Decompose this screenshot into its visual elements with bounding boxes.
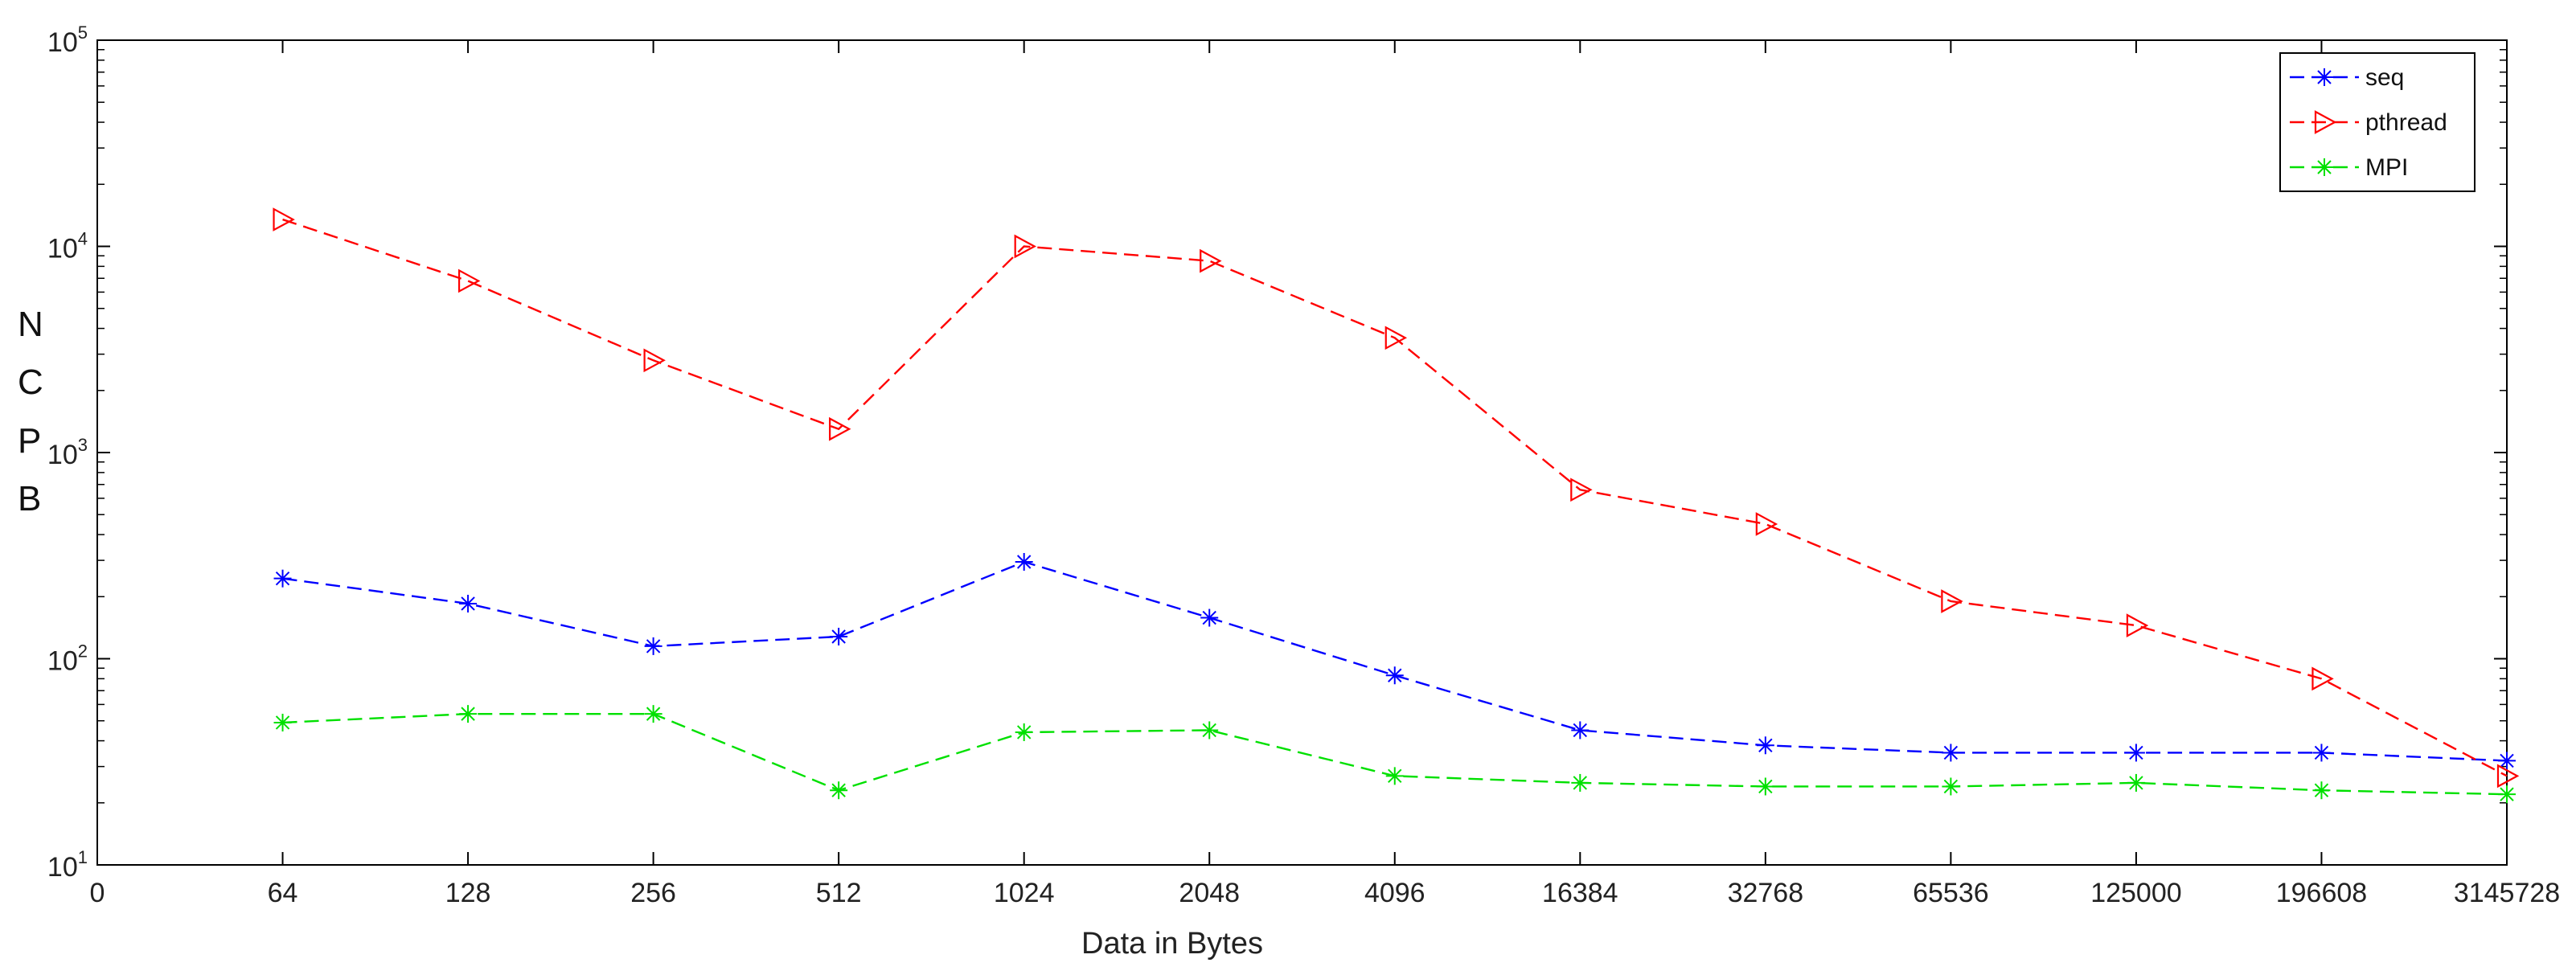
data-point-seq <box>2498 752 2516 770</box>
legend-label-MPI: MPI <box>2365 154 2408 181</box>
data-point-pthread <box>2496 764 2520 789</box>
series-seq <box>273 552 2516 770</box>
data-point-pthread <box>457 268 481 293</box>
y-axis-title-letter: N <box>18 305 43 344</box>
legend: seq pthread MPI <box>2279 52 2476 192</box>
plot-area <box>96 39 2508 866</box>
legend-label-seq: seq <box>2365 64 2404 91</box>
data-point-pthread <box>829 416 851 441</box>
data-point-pthread <box>643 348 666 373</box>
series-pthread <box>273 207 2520 789</box>
series-layer <box>273 207 2520 804</box>
y-tick-base: 10 <box>47 852 78 883</box>
data-point-pthread <box>2126 613 2149 637</box>
data-point-MPI <box>2312 781 2331 800</box>
y-tick-exponent: 4 <box>78 229 88 249</box>
data-point-MPI <box>1015 723 1033 741</box>
data-point-pthread <box>1941 589 1963 613</box>
y-tick-exponent: 3 <box>78 435 88 455</box>
series-line-pthread <box>282 218 2508 777</box>
data-point-MPI <box>1385 767 1404 785</box>
x-tick-label: 2048 <box>1179 878 1240 908</box>
data-point-MPI <box>830 781 848 800</box>
data-point-seq <box>459 594 478 613</box>
x-tick-label: 64 <box>268 878 298 908</box>
data-point-seq <box>2127 744 2145 762</box>
y-tick-exponent: 1 <box>78 847 88 867</box>
legend-item-seq: seq <box>2290 64 2404 91</box>
y-tick-exponent: 2 <box>78 641 88 662</box>
x-tick-label: 256 <box>630 878 676 908</box>
y-axis-title-letter: B <box>18 479 41 518</box>
data-point-seq <box>1385 666 1404 685</box>
x-tick-label: 128 <box>445 878 491 908</box>
x-tick-label: 32768 <box>1728 878 1804 908</box>
legend-label-pthread: pthread <box>2365 109 2447 136</box>
data-point-seq <box>830 628 848 646</box>
data-point-seq <box>1015 552 1033 571</box>
y-tick-exponent: 5 <box>78 23 88 43</box>
y-tick-label: 101 <box>47 847 88 883</box>
data-point-seq <box>273 569 292 588</box>
data-point-MPI <box>459 705 478 723</box>
x-tick-label: 125000 <box>2090 878 2181 908</box>
data-point-pthread <box>2311 666 2334 691</box>
y-tick-label: 102 <box>47 641 88 677</box>
data-point-pthread <box>1570 477 1593 502</box>
y-tick-label: 105 <box>47 23 88 58</box>
y-axis-title-letter: P <box>18 421 41 461</box>
x-tick-label: 0 <box>90 878 105 908</box>
y-tick-base: 10 <box>47 440 78 470</box>
data-point-pthread <box>273 207 295 231</box>
legend-item-MPI: MPI <box>2290 154 2408 181</box>
data-point-pthread <box>1384 326 1408 350</box>
data-point-seq <box>1200 608 1219 627</box>
x-axis-title: Data in Bytes <box>1081 927 1263 961</box>
data-point-MPI <box>644 705 662 723</box>
data-point-MPI <box>1942 777 1960 796</box>
x-tick-label: 512 <box>816 878 862 908</box>
data-point-MPI <box>2498 785 2516 804</box>
data-point-pthread <box>1755 512 1778 536</box>
data-point-seq <box>644 637 662 655</box>
y-axis-title-letter: C <box>18 363 43 402</box>
y-tick-base: 10 <box>47 646 78 677</box>
data-point-pthread <box>1014 234 1037 259</box>
data-point-MPI <box>1200 721 1219 740</box>
y-tick-base: 10 <box>47 27 78 58</box>
series-MPI <box>273 705 2516 804</box>
y-tick-label: 103 <box>47 435 88 470</box>
y-tick-label: 104 <box>47 229 88 264</box>
x-axis: 0 64 128 256 512 1024 2048 4096 16384 32768 65536 1… <box>90 40 2560 908</box>
data-point-seq <box>2312 744 2331 762</box>
x-tick-label: 196608 <box>2276 878 2367 908</box>
data-point-MPI <box>2127 773 2145 792</box>
legend-marker-seq <box>2316 68 2333 86</box>
data-point-seq <box>1756 736 1774 755</box>
x-tick-label: 4096 <box>1364 878 1425 908</box>
data-point-seq <box>1942 744 1960 762</box>
x-tick-label: 1024 <box>994 878 1055 908</box>
legend-marker-pthread <box>2314 110 2337 134</box>
x-tick-label: 65536 <box>1913 878 1989 908</box>
legend-item-pthread: pthread <box>2290 109 2447 136</box>
data-point-MPI <box>273 713 292 731</box>
y-tick-base: 10 <box>47 234 78 264</box>
data-point-seq <box>1571 721 1589 740</box>
legend-marker-MPI <box>2316 158 2333 176</box>
x-tick-label: 3145728 <box>2454 878 2560 908</box>
data-point-MPI <box>1756 777 1774 796</box>
data-point-MPI <box>1571 773 1589 792</box>
x-tick-label: 16384 <box>1542 878 1618 908</box>
data-point-pthread <box>1200 248 1222 273</box>
